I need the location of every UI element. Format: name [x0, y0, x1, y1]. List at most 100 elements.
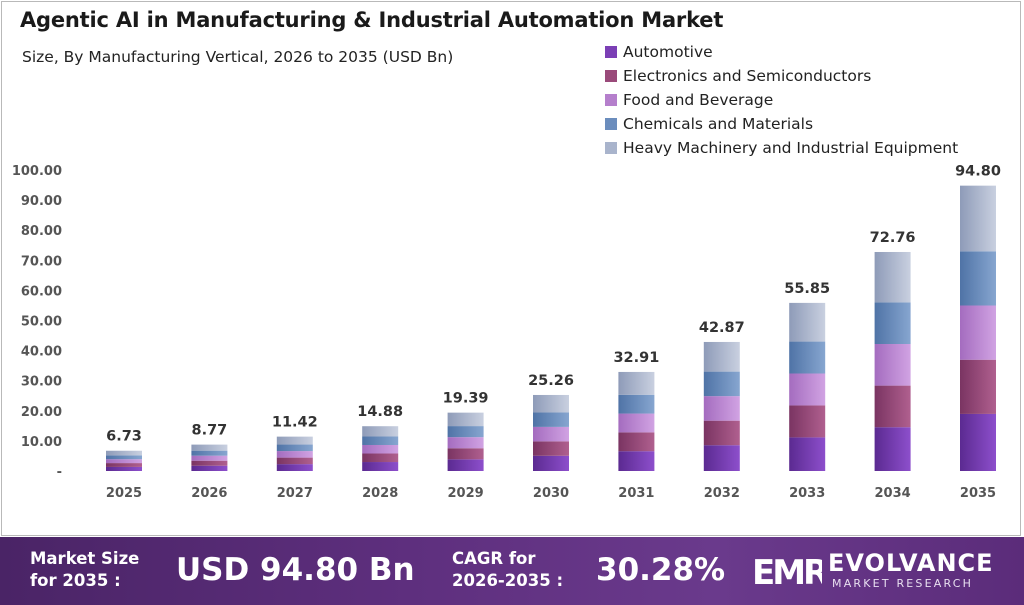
- bar-segment: [447, 459, 484, 471]
- bar-segment: [106, 463, 142, 467]
- bar-segment: [191, 444, 228, 451]
- bar-segment: [789, 405, 826, 438]
- market-size-label-line-1: Market Size: [30, 549, 140, 568]
- bar-segment: [703, 396, 740, 421]
- bar-segment: [276, 464, 313, 471]
- legend-swatch-chemicals: [605, 118, 617, 130]
- footer-banner: Market Size for 2035 : USD 94.80 Bn CAGR…: [0, 537, 1024, 605]
- bar-segment: [106, 455, 142, 460]
- bar-segment: [191, 465, 228, 471]
- x-tick-label: 2032: [704, 486, 740, 501]
- bar-segment: [533, 394, 569, 413]
- bar-segment: [874, 427, 911, 471]
- x-tick-label: 2030: [533, 486, 569, 501]
- bar-segment: [618, 394, 655, 414]
- legend-item-chemicals: Chemicals and Materials: [605, 112, 958, 136]
- legend-item-automotive: Automotive: [605, 40, 958, 64]
- x-tick-label: 2035: [960, 486, 996, 501]
- total-data-label: 55.85: [784, 281, 830, 297]
- bar-segment: [618, 451, 655, 471]
- x-tick-label: 2027: [277, 486, 313, 501]
- legend: Automotive Electronics and Semiconductor…: [605, 40, 958, 160]
- bar-segment: [874, 251, 911, 303]
- bar-segment: [533, 455, 569, 471]
- bar-segment: [362, 453, 399, 463]
- cagr-value: 30.28%: [596, 552, 726, 588]
- bar-segment: [874, 385, 911, 428]
- total-data-label: 94.80: [955, 164, 1001, 180]
- total-data-label: 72.76: [870, 230, 916, 246]
- y-tick-label: 80.00: [21, 224, 62, 239]
- legend-swatch-electronics: [605, 70, 617, 82]
- bar-segment: [191, 455, 228, 461]
- legend-swatch-food: [605, 94, 617, 106]
- bar-segment: [447, 426, 484, 438]
- bar-segment: [789, 437, 826, 471]
- y-tick-label: 100.00: [12, 164, 62, 179]
- bar-segment: [618, 371, 655, 395]
- stacked-bar-chart: - 10.00 20.00 30.00 40.00 50.00 60.00 70.00 80.0…: [12, 164, 1001, 501]
- market-size-label-line-2: for 2035 :: [30, 571, 121, 590]
- bar-segment: [276, 436, 313, 445]
- bar-segment: [960, 305, 996, 360]
- cagr-label: CAGR for 2026-2035 :: [452, 548, 563, 592]
- y-tick-label: -: [57, 465, 62, 480]
- bar-segment: [533, 412, 569, 427]
- legend-item-food: Food and Beverage: [605, 88, 958, 112]
- x-tick-label: 2029: [448, 486, 484, 501]
- bar-segment: [106, 466, 142, 471]
- y-tick-label: 30.00: [21, 375, 62, 390]
- bar-segment: [447, 412, 484, 427]
- total-data-label: 25.26: [528, 373, 574, 389]
- chart-subtitle: Size, By Manufacturing Vertical, 2026 to…: [22, 48, 454, 66]
- bar-segment: [874, 302, 911, 345]
- total-data-label: 6.73: [106, 429, 142, 445]
- legend-item-electronics: Electronics and Semiconductors: [605, 64, 958, 88]
- logo-mark-text: EMR: [752, 553, 822, 591]
- bar-segment: [106, 459, 142, 464]
- emr-logo-mark: EMR: [752, 553, 822, 591]
- legend-item-heavy-machinery: Heavy Machinery and Industrial Equipment: [605, 136, 958, 160]
- bar-segment: [960, 413, 996, 471]
- bar-segment: [447, 437, 484, 449]
- legend-swatch-heavy-machinery: [605, 142, 617, 154]
- total-data-label: 42.87: [699, 320, 745, 336]
- y-tick-label: 50.00: [21, 315, 62, 330]
- bar-segment: [618, 413, 655, 433]
- bar-segment: [276, 444, 313, 452]
- bar-segment: [703, 420, 740, 446]
- total-data-label: 14.88: [357, 404, 403, 420]
- total-data-label: 32.91: [613, 350, 659, 366]
- bar-segment: [447, 448, 484, 460]
- chart-frame: [1, 1, 1021, 536]
- x-tick-label: 2026: [191, 486, 227, 501]
- bar-segment: [703, 371, 740, 397]
- y-tick-label: 90.00: [21, 194, 62, 209]
- total-data-label: 8.77: [192, 423, 228, 439]
- legend-label-food: Food and Beverage: [623, 91, 774, 109]
- bar-segment: [960, 251, 996, 306]
- legend-swatch-automotive: [605, 46, 617, 58]
- bar-segment: [789, 373, 826, 406]
- legend-label-chemicals: Chemicals and Materials: [623, 115, 814, 133]
- bar-segment: [276, 451, 313, 458]
- y-tick-label: 60.00: [21, 284, 62, 299]
- x-tick-label: 2025: [106, 486, 142, 501]
- total-data-label: 11.42: [272, 415, 318, 431]
- bar-segment: [362, 436, 399, 445]
- market-size-value: USD 94.80 Bn: [176, 552, 415, 588]
- x-tick-label: 2031: [618, 486, 654, 501]
- bar-segment: [533, 441, 569, 456]
- y-tick-label: 20.00: [21, 405, 62, 420]
- cagr-label-line-2: 2026-2035 :: [452, 571, 564, 590]
- y-tick-label: 10.00: [21, 435, 62, 450]
- logo-wordmark: EVOLVANCE: [828, 549, 994, 577]
- bar-segment: [533, 426, 569, 442]
- bar-segment: [960, 359, 996, 414]
- bar-segment: [362, 444, 399, 454]
- x-tick-label: 2028: [362, 486, 398, 501]
- bar-segment: [362, 426, 399, 437]
- logo-subtitle: MARKET RESEARCH: [832, 577, 974, 590]
- legend-label-heavy-machinery: Heavy Machinery and Industrial Equipment: [623, 139, 959, 157]
- chart-title: Agentic AI in Manufacturing & Industrial…: [20, 8, 724, 32]
